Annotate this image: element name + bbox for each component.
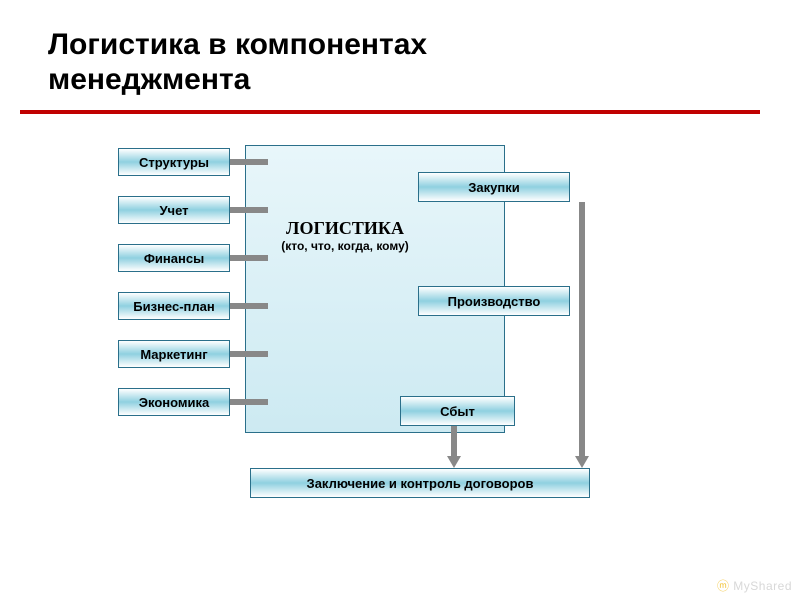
title-underline bbox=[20, 110, 760, 114]
center-label-1: ЛОГИСТИКА bbox=[255, 218, 435, 239]
center-label-2: (кто, что, когда, кому) bbox=[255, 239, 435, 253]
title-line2: менеджмента bbox=[48, 63, 250, 96]
left-node-0: Структуры bbox=[118, 148, 230, 176]
down-arrow-line bbox=[579, 202, 585, 456]
right-node-0: Закупки bbox=[418, 172, 570, 202]
right-node-1: Производство bbox=[418, 286, 570, 316]
down-arrow-line bbox=[451, 426, 457, 456]
watermark-suffix: Shared bbox=[750, 579, 792, 593]
left-node-4: Маркетинг bbox=[118, 340, 230, 368]
left-node-1: Учет bbox=[118, 196, 230, 224]
left-arrow-line bbox=[230, 207, 268, 213]
down-arrow-head bbox=[575, 456, 589, 468]
left-node-2: Финансы bbox=[118, 244, 230, 272]
left-node-5: Экономика bbox=[118, 388, 230, 416]
page-title: Логистика в компонентах менеджмента bbox=[48, 28, 427, 97]
left-arrow-line bbox=[230, 255, 268, 261]
left-arrow-line bbox=[230, 399, 268, 405]
left-arrow-line bbox=[230, 303, 268, 309]
center-box-label: ЛОГИСТИКА(кто, что, когда, кому) bbox=[255, 218, 435, 253]
watermark-icon: ⓜ bbox=[717, 579, 730, 593]
right-node-2: Сбыт bbox=[400, 396, 515, 426]
left-node-3: Бизнес-план bbox=[118, 292, 230, 320]
title-line1: Логистика в компонентах bbox=[48, 28, 427, 61]
watermark-prefix: My bbox=[733, 579, 750, 593]
bottom-node: Заключение и контроль договоров bbox=[250, 468, 590, 498]
watermark: ⓜ MyShared bbox=[717, 577, 792, 594]
left-arrow-line bbox=[230, 159, 268, 165]
left-arrow-line bbox=[230, 351, 268, 357]
down-arrow-head bbox=[447, 456, 461, 468]
